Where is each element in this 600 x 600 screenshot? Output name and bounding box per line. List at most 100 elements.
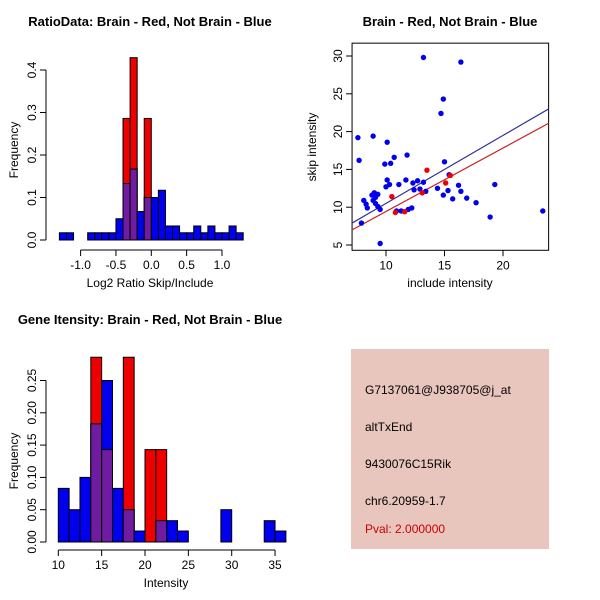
y-tick-label: 20 — [331, 125, 345, 139]
data-point-blue — [370, 133, 376, 139]
data-point-red — [424, 167, 430, 173]
data-point-blue — [355, 134, 361, 141]
data-point-blue — [404, 152, 410, 158]
y-tick-label: 0.25 — [25, 368, 39, 392]
y-tick-label: 0.05 — [25, 498, 39, 522]
data-point-blue — [420, 179, 427, 185]
histogram-bar-blue — [57, 487, 70, 543]
y-tick-label: 0.20 — [25, 401, 39, 425]
x-tick-label: 10 — [379, 258, 393, 272]
histogram-bar-overlap — [143, 197, 152, 241]
data-point-blue — [464, 195, 470, 201]
histogram-bar-blue — [193, 225, 202, 241]
y-tick-label: 0.4 — [25, 61, 39, 78]
y-axis-label: skip intensity — [305, 113, 319, 182]
data-point-red — [419, 190, 425, 196]
data-point-blue — [487, 214, 493, 220]
y-tick-label: 0.15 — [25, 433, 39, 457]
data-point-blue — [383, 184, 389, 190]
y-tick-label: 0.0 — [25, 231, 39, 248]
data-point-blue — [414, 178, 421, 184]
x-tick-label: 20 — [138, 558, 152, 572]
data-point-blue — [387, 160, 394, 167]
y-axis-label: Frequency — [7, 122, 21, 179]
histogram-bar-blue — [214, 232, 223, 241]
histogram-bar-blue — [228, 225, 237, 241]
y-axis-label: Frequency — [7, 433, 21, 490]
histogram-bar-blue — [200, 232, 209, 241]
data-point-blue — [384, 139, 390, 145]
histogram-bar-blue — [111, 487, 124, 543]
probe-id-text: G7137061@J938705@j_at — [365, 383, 511, 397]
x-axis-label: Intensity — [144, 576, 189, 590]
data-point-blue — [458, 59, 464, 65]
plot-area: 10 15 20 5 10 15 20 25 30 — [331, 42, 550, 272]
scatter-panel: Brain - Red, Not Brain - Blue skip inten… — [305, 14, 550, 290]
histogram-bar-blue — [263, 520, 276, 543]
y-tick-label: 0.1 — [25, 189, 39, 206]
chart-title: Gene Itensity: Brain - Red, Not Brain - … — [18, 312, 282, 327]
histogram-bar-blue — [172, 225, 181, 241]
gene-symbol-text: 9430076C15Rik — [365, 457, 452, 471]
histogram-bar-overlap — [90, 423, 103, 543]
histogram-bar-blue — [108, 232, 117, 241]
data-point-blue — [441, 159, 448, 165]
histogram-bar-blue — [87, 232, 96, 241]
data-point-blue — [364, 205, 370, 211]
y-tick-label: 10 — [331, 200, 345, 214]
splice-event-type-text: altTxEnd — [365, 420, 413, 434]
x-tick-label: 20 — [496, 258, 510, 272]
data-point-red — [442, 180, 449, 186]
data-point-blue — [384, 177, 390, 183]
data-point-blue — [440, 192, 447, 198]
x-tick-label: 0.5 — [178, 258, 195, 272]
y-tick-label: 15 — [331, 162, 345, 176]
histogram-bar-blue — [220, 509, 233, 543]
histogram-bar-blue — [79, 476, 92, 543]
x-tick-label: 0.0 — [143, 258, 160, 272]
data-point-blue — [458, 188, 464, 195]
locus-text: chr6.20959-1.7 — [365, 494, 446, 508]
histogram-bar-blue — [207, 225, 216, 241]
histogram-bar-blue — [274, 530, 287, 543]
y-tick-label: 30 — [331, 49, 345, 63]
x-tick-label: -0.5 — [106, 258, 127, 272]
info-panel-container: G7137061@J938705@j_at altTxEnd 9430076C1… — [300, 300, 600, 600]
data-point-blue — [445, 187, 451, 194]
histogram-bar-blue — [136, 211, 145, 241]
ratio-histogram-panel: RatioData: Brain - Red, Not Brain - Blue… — [7, 14, 272, 290]
plot-area: 0.0 0.1 0.2 0.3 0.4 -1.0 -0.5 0.0 0.5 1.0 — [25, 57, 244, 272]
data-point-blue — [410, 180, 416, 186]
x-axis-label: Log2 Ratio Skip/Include — [87, 276, 214, 290]
histogram-bar-blue — [115, 218, 124, 241]
y-tick-label: 0.00 — [25, 530, 39, 554]
x-tick-label: 15 — [438, 258, 452, 272]
histogram-bar-blue — [65, 232, 75, 241]
histogram-bar-overlap — [122, 182, 131, 241]
data-point-blue — [440, 96, 447, 102]
histogram-bar-blue — [68, 509, 81, 543]
histogram-bar-red — [144, 449, 157, 543]
plot-box — [351, 42, 550, 251]
data-point-red — [447, 172, 454, 179]
x-tick-label: 25 — [182, 558, 196, 572]
histogram-bar-overlap — [101, 449, 113, 543]
data-point-blue — [438, 110, 444, 117]
data-point-blue — [540, 208, 546, 214]
histogram-bar-blue — [221, 232, 230, 241]
histogram-bar-blue — [58, 232, 67, 241]
x-tick-label: 1.0 — [214, 258, 231, 272]
histogram-bar-blue — [235, 232, 244, 241]
histogram-bar-blue — [150, 197, 159, 241]
histogram-bar-overlap — [129, 168, 138, 241]
gene-intensity-histogram-panel: Gene Itensity: Brain - Red, Not Brain - … — [7, 312, 287, 590]
regression-line — [351, 108, 549, 224]
data-point-blue — [473, 199, 479, 206]
x-axis-label: include intensity — [407, 276, 492, 290]
x-tick-label: 35 — [268, 558, 282, 572]
histogram-bar-blue — [186, 232, 195, 241]
y-tick-label: 5 — [331, 241, 345, 248]
x-tick-label: -1.0 — [70, 258, 91, 272]
plot-area: 0.00 0.05 0.10 0.15 0.20 0.25 10 15 20 25 30 35 — [25, 356, 287, 572]
data-point-blue — [409, 205, 415, 211]
